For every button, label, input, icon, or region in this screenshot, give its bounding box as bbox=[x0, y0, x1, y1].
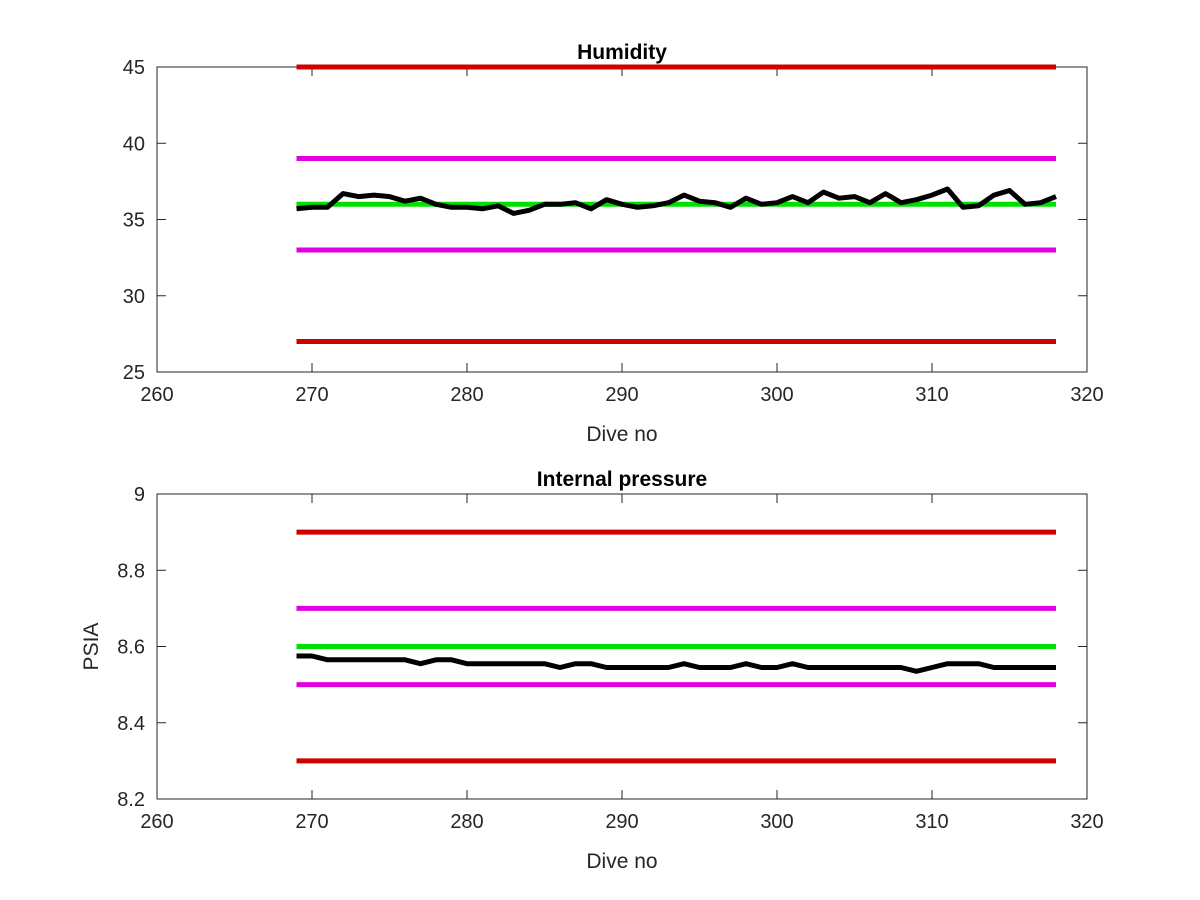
y-tick-label: 8.4 bbox=[117, 713, 145, 735]
y-tick-label: 8.6 bbox=[117, 637, 145, 659]
x-tick-label: 300 bbox=[760, 811, 793, 833]
x-axis-label: Dive no bbox=[586, 850, 657, 873]
y-tick-label: 35 bbox=[123, 210, 145, 232]
y-tick-label: 45 bbox=[123, 57, 145, 79]
x-tick-label: 310 bbox=[915, 811, 948, 833]
x-tick-label: 290 bbox=[605, 384, 638, 406]
x-tick-label: 300 bbox=[760, 384, 793, 406]
y-tick-label: 25 bbox=[123, 362, 145, 384]
x-tick-label: 310 bbox=[915, 384, 948, 406]
y-tick-label: 40 bbox=[123, 133, 145, 155]
internal-pressure-chart: 260 270 280 290 300 310 320 8.2 8.4 8.6 8.8 9 Intern… bbox=[80, 468, 1104, 873]
x-tick-label: 280 bbox=[450, 384, 483, 406]
x-tick-label: 260 bbox=[140, 811, 173, 833]
x-tick-label: 280 bbox=[450, 811, 483, 833]
x-tick-label: 270 bbox=[295, 384, 328, 406]
y-axis-label: PSIA bbox=[80, 623, 103, 671]
y-tick-label: 8.2 bbox=[117, 789, 145, 811]
humidity-chart: 260 270 280 290 300 310 320 25 30 35 40 45 Humidity D… bbox=[123, 41, 1104, 446]
x-tick-label: 290 bbox=[605, 811, 638, 833]
plot-area bbox=[156, 66, 1088, 373]
y-tick-label: 8.8 bbox=[117, 560, 145, 582]
chart-title: Internal pressure bbox=[537, 468, 707, 491]
data-series-line bbox=[296, 186, 1057, 216]
x-tick-label: 320 bbox=[1070, 811, 1103, 833]
y-tick-label: 30 bbox=[123, 286, 145, 308]
x-tick-label: 260 bbox=[140, 384, 173, 406]
chart-title: Humidity bbox=[577, 41, 667, 64]
x-tick-label: 320 bbox=[1070, 384, 1103, 406]
y-tick-label: 9 bbox=[134, 484, 145, 506]
data-series-line bbox=[296, 653, 1056, 674]
x-tick-label: 270 bbox=[295, 811, 328, 833]
x-axis-label: Dive no bbox=[586, 423, 657, 446]
